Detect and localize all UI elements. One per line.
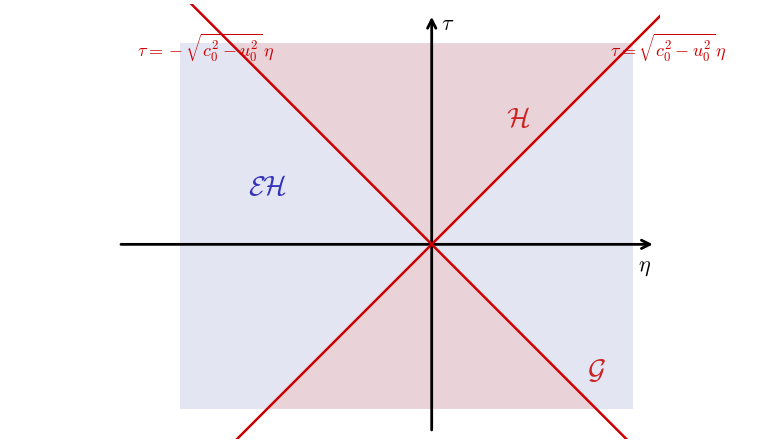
Polygon shape: [181, 245, 596, 409]
Text: $\mathcal{G}$: $\mathcal{G}$: [587, 356, 605, 384]
Polygon shape: [181, 43, 633, 409]
Text: $\tau = \sqrt{c_0^2 - u_0^2}\,\eta$: $\tau = \sqrt{c_0^2 - u_0^2}\,\eta$: [610, 31, 727, 62]
Text: $\eta$: $\eta$: [638, 258, 651, 278]
Polygon shape: [181, 43, 633, 245]
Text: $\tau$: $\tau$: [441, 14, 454, 34]
Text: $\tau = -\sqrt{c_0^2 - u_0^2}\,\eta$: $\tau = -\sqrt{c_0^2 - u_0^2}\,\eta$: [137, 31, 275, 62]
Text: $\mathcal{H}$: $\mathcal{H}$: [506, 105, 530, 132]
Text: $\mathcal{EH}$: $\mathcal{EH}$: [248, 173, 286, 201]
